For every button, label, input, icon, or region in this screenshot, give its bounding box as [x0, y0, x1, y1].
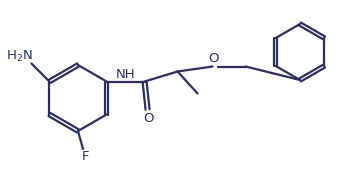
Text: F: F: [81, 151, 89, 164]
Text: O: O: [208, 52, 219, 65]
Text: O: O: [143, 112, 154, 125]
Text: NH: NH: [116, 68, 135, 81]
Text: H$_2$N: H$_2$N: [6, 49, 33, 64]
